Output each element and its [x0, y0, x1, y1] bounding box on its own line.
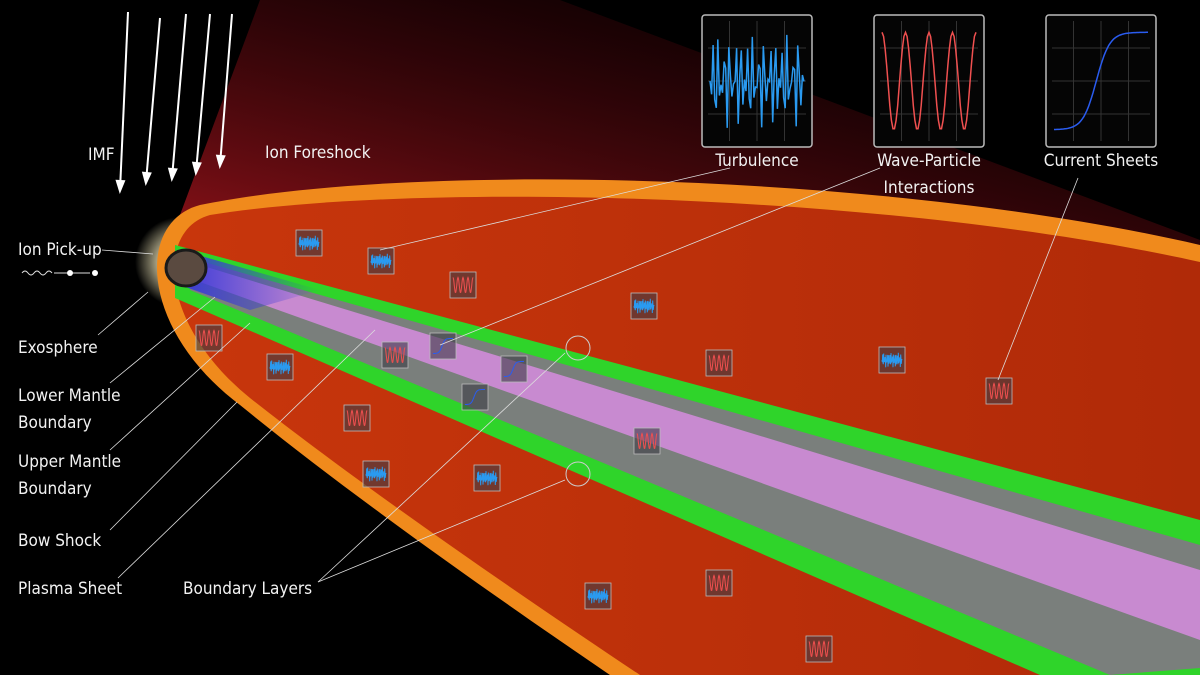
insets: Turbulence Wave-Particle Interactions Curre…	[701, 14, 1158, 198]
label: Boundary	[18, 479, 92, 499]
arrow-head	[115, 179, 126, 194]
label: IMF	[88, 145, 115, 165]
mini-plot	[269, 359, 291, 375]
leader-line	[439, 167, 881, 346]
icon-group	[195, 229, 1013, 663]
label: Lower Mantle	[18, 386, 121, 406]
mini-plot	[708, 574, 730, 591]
imf-arrow	[219, 13, 233, 166]
inset-label: Wave-Particle	[877, 151, 981, 171]
imf-arrow	[145, 17, 161, 183]
mini-plot	[504, 360, 524, 377]
label: Ion Pick-up	[18, 240, 102, 260]
leader-line	[109, 401, 238, 531]
arrow-head	[215, 154, 226, 169]
mini-icon	[429, 332, 457, 360]
mini-icon	[500, 355, 528, 383]
arrow-head	[167, 167, 178, 182]
labels: IMF Ion Foreshock Ion Pick-up Exosphere Lowe…	[18, 143, 371, 599]
mini-plot	[452, 276, 474, 293]
inset-label: Current Sheets	[1044, 151, 1158, 171]
mini-plot	[636, 432, 658, 449]
inset-label: Turbulence	[714, 151, 798, 171]
mini-plot	[365, 466, 387, 482]
leader-line	[109, 296, 216, 384]
mini-plot	[881, 352, 903, 368]
label: Ion Foreshock	[265, 143, 371, 163]
imf-arrows	[115, 11, 233, 194]
mini-plot	[370, 253, 392, 269]
mini-plot	[988, 382, 1010, 399]
leader-line	[97, 291, 149, 336]
mini-plot	[587, 588, 609, 604]
mini-plot	[708, 354, 730, 371]
leader-line	[101, 249, 154, 255]
mini-plot	[476, 470, 498, 486]
inset-plot	[881, 30, 977, 130]
imf-arrow	[119, 11, 129, 191]
inset-plot	[1054, 31, 1148, 131]
label: Exosphere	[18, 338, 98, 358]
leader-line	[109, 322, 251, 451]
leader-line	[117, 329, 376, 579]
arrow-head	[141, 171, 152, 186]
inset-plot	[709, 34, 805, 128]
mini-plot	[198, 329, 220, 346]
leader-line	[317, 479, 566, 583]
planet	[164, 248, 208, 288]
leader-line	[317, 352, 566, 583]
inset-label: Interactions	[884, 178, 975, 198]
mini-plot	[384, 346, 406, 363]
mini-plot	[346, 409, 368, 426]
label: Boundary Layers	[183, 579, 312, 599]
marker-circle	[565, 335, 591, 361]
mini-plot	[633, 298, 655, 314]
pickup-icon	[21, 270, 98, 276]
imf-arrow	[171, 13, 187, 179]
leader-line	[379, 167, 731, 251]
mini-plot	[808, 640, 830, 657]
leader-lines	[97, 167, 1079, 583]
label: Bow Shock	[18, 531, 101, 551]
mini-plot	[298, 235, 320, 251]
inner-region	[180, 250, 320, 310]
imf-arrow	[195, 13, 211, 173]
label: Upper Mantle	[18, 452, 121, 472]
label: Plasma Sheet	[18, 579, 122, 599]
marker-circle	[565, 461, 591, 487]
mini-icon	[461, 383, 489, 411]
mini-plot	[465, 388, 485, 405]
leader-line	[997, 177, 1079, 381]
label: Boundary	[18, 413, 92, 433]
arrow-head	[191, 161, 202, 176]
